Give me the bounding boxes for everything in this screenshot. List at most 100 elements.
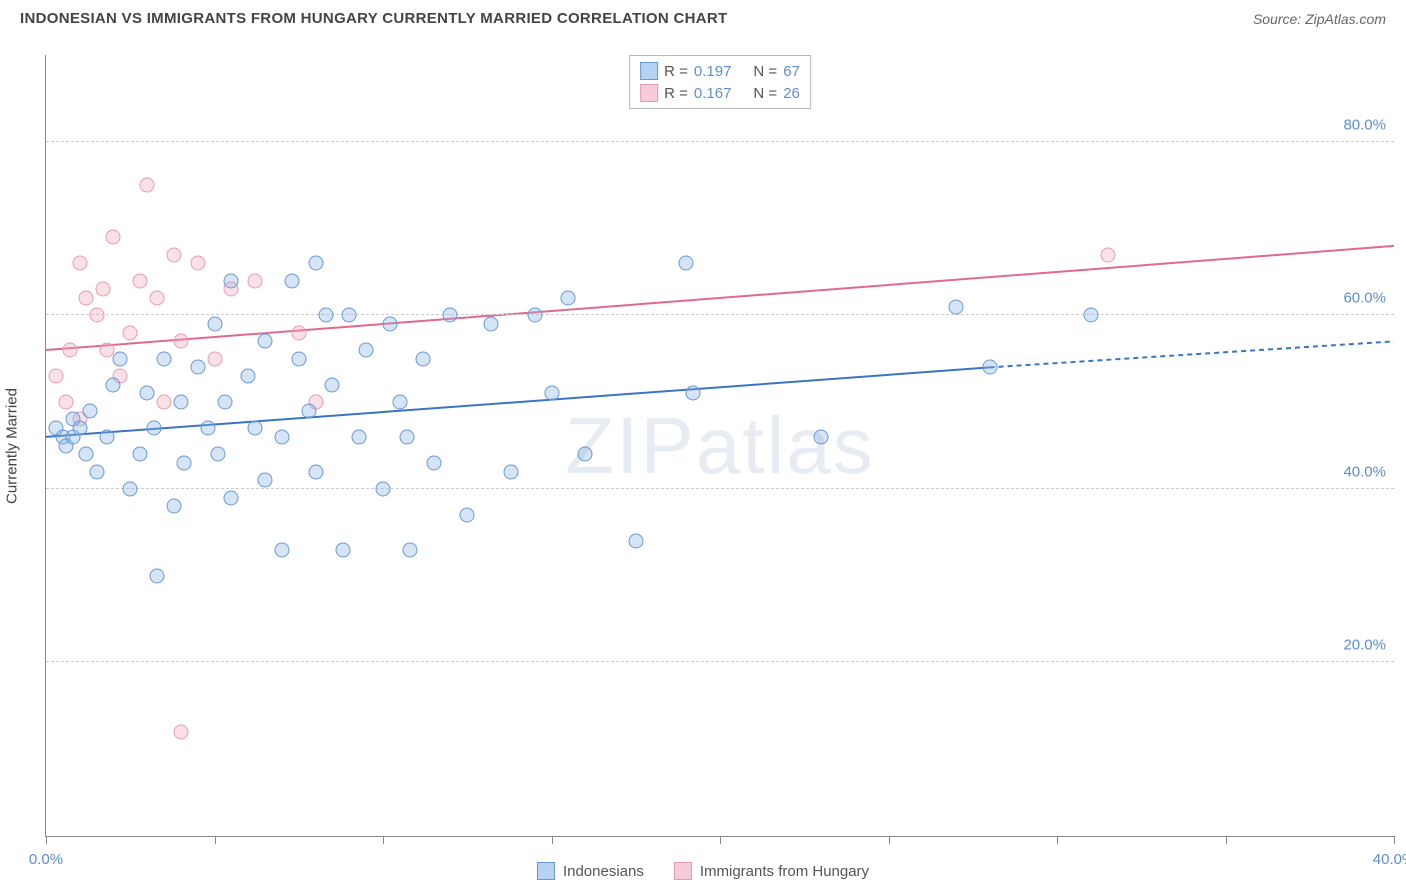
data-point (285, 273, 300, 288)
legend-swatch (640, 84, 658, 102)
data-point (258, 334, 273, 349)
data-point (1083, 308, 1098, 323)
stats-legend-row: R =0.167N =26 (640, 82, 800, 104)
y-tick-label: 80.0% (1343, 116, 1386, 133)
data-point (274, 542, 289, 557)
data-point (89, 308, 104, 323)
data-point (167, 247, 182, 262)
legend-label: Immigrants from Hungary (700, 863, 869, 880)
x-tick (215, 836, 216, 844)
data-point (173, 334, 188, 349)
data-point (483, 317, 498, 332)
data-point (247, 273, 262, 288)
data-point (982, 360, 997, 375)
data-point (156, 395, 171, 410)
data-point (291, 325, 306, 340)
data-point (561, 290, 576, 305)
data-point (72, 256, 87, 271)
data-point (123, 325, 138, 340)
data-point (150, 290, 165, 305)
r-label: R = (664, 85, 688, 102)
x-tick (46, 836, 47, 844)
data-point (62, 343, 77, 358)
y-tick-label: 60.0% (1343, 290, 1386, 307)
data-point (224, 273, 239, 288)
legend-item: Immigrants from Hungary (674, 862, 869, 880)
data-point (399, 429, 414, 444)
gridline (46, 488, 1394, 489)
stats-legend-row: R =0.197N =67 (640, 60, 800, 82)
data-point (443, 308, 458, 323)
data-point (106, 230, 121, 245)
data-point (1100, 247, 1115, 262)
data-point (200, 421, 215, 436)
stats-legend: R =0.197N =67R =0.167N =26 (629, 55, 811, 109)
watermark-thin: atlas (696, 401, 875, 490)
data-point (247, 421, 262, 436)
y-tick-label: 40.0% (1343, 463, 1386, 480)
data-point (49, 369, 64, 384)
data-point (190, 360, 205, 375)
data-point (382, 317, 397, 332)
x-tick (383, 836, 384, 844)
legend-label: Indonesians (563, 863, 644, 880)
data-point (416, 351, 431, 366)
x-tick (1226, 836, 1227, 844)
data-point (814, 429, 829, 444)
legend-swatch (674, 862, 692, 880)
data-point (140, 178, 155, 193)
watermark-bold: ZIP (565, 401, 695, 490)
data-point (82, 403, 97, 418)
series-legend: Indonesians Immigrants from Hungary (537, 862, 869, 880)
data-point (150, 568, 165, 583)
data-point (217, 395, 232, 410)
data-point (79, 447, 94, 462)
data-point (156, 351, 171, 366)
data-point (335, 542, 350, 557)
data-point (301, 403, 316, 418)
data-point (99, 343, 114, 358)
gridline (46, 314, 1394, 315)
x-tick (552, 836, 553, 844)
data-point (274, 429, 289, 444)
data-point (402, 542, 417, 557)
data-point (291, 351, 306, 366)
plot-area: ZIPatlas R =0.197N =67R =0.167N =26 20.0… (45, 55, 1394, 837)
data-point (113, 351, 128, 366)
n-label: N = (753, 63, 777, 80)
data-point (352, 429, 367, 444)
data-point (308, 464, 323, 479)
legend-swatch (537, 862, 555, 880)
r-label: R = (664, 63, 688, 80)
x-tick (720, 836, 721, 844)
data-point (224, 490, 239, 505)
y-tick-label: 20.0% (1343, 637, 1386, 654)
data-point (173, 724, 188, 739)
x-tick (1394, 836, 1395, 844)
data-point (504, 464, 519, 479)
data-point (106, 377, 121, 392)
data-point (96, 282, 111, 297)
data-point (376, 481, 391, 496)
data-point (318, 308, 333, 323)
data-point (140, 386, 155, 401)
data-point (325, 377, 340, 392)
data-point (359, 343, 374, 358)
data-point (59, 395, 74, 410)
data-point (146, 421, 161, 436)
n-label: N = (753, 85, 777, 102)
data-point (308, 256, 323, 271)
data-point (342, 308, 357, 323)
x-tick (889, 836, 890, 844)
data-point (392, 395, 407, 410)
gridline (46, 661, 1394, 662)
data-point (133, 273, 148, 288)
n-value: 26 (783, 85, 800, 102)
data-point (527, 308, 542, 323)
data-point (99, 429, 114, 444)
data-point (241, 369, 256, 384)
data-point (123, 481, 138, 496)
n-value: 67 (783, 63, 800, 80)
chart-area: ZIPatlas R =0.197N =67R =0.167N =26 20.0… (45, 55, 1394, 837)
trend-lines (46, 55, 1394, 836)
